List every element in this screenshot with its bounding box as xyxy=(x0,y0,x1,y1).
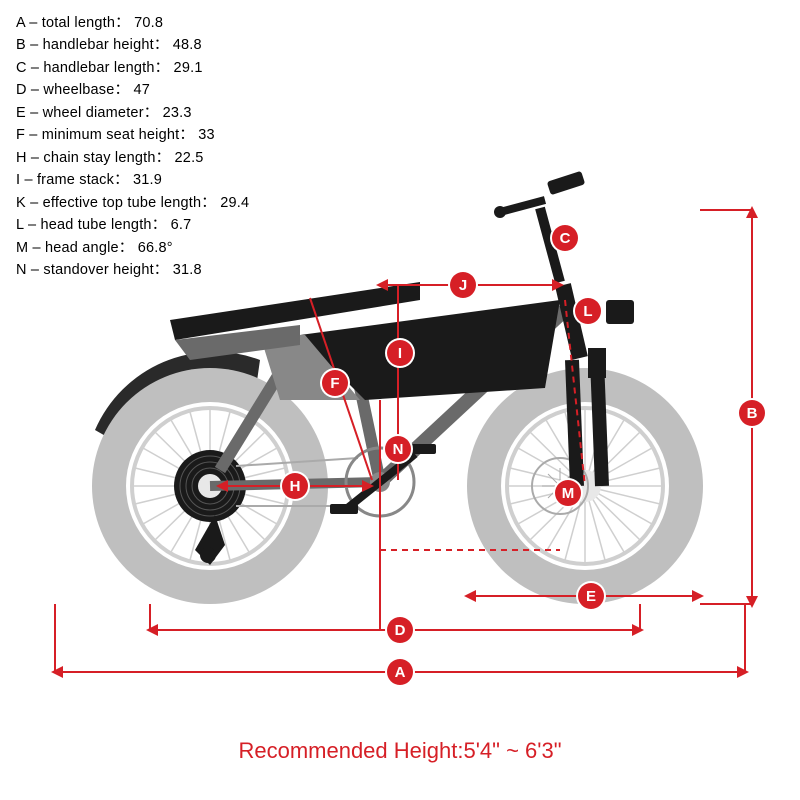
dim-marker-c: C xyxy=(552,225,578,251)
dim-marker-m: M xyxy=(555,480,581,506)
dim-marker-a: A xyxy=(387,659,413,685)
spec-row-m: M – head angle： 66.8° xyxy=(16,237,249,259)
spec-row-h: H – chain stay length： 22.5 xyxy=(16,147,249,169)
dim-marker-d: D xyxy=(387,617,413,643)
spec-row-e: E – wheel diameter： 23.3 xyxy=(16,102,249,124)
spec-row-d: D – wheelbase： 47 xyxy=(16,79,249,101)
spec-row-n: N – standover height： 31.8 xyxy=(16,259,249,281)
dim-marker-n: N xyxy=(385,436,411,462)
dim-marker-j: J xyxy=(450,272,476,298)
dim-marker-l: L xyxy=(575,298,601,324)
spec-list: A – total length： 70.8B – handlebar heig… xyxy=(16,12,249,282)
spec-row-a: A – total length： 70.8 xyxy=(16,12,249,34)
spec-row-f: F – minimum seat height： 33 xyxy=(16,124,249,146)
dim-marker-b: B xyxy=(739,400,765,426)
recommended-height: Recommended Height:5'4" ~ 6'3" xyxy=(0,738,800,764)
spec-row-b: B – handlebar height： 48.8 xyxy=(16,34,249,56)
spec-row-i: I – frame stack： 31.9 xyxy=(16,169,249,191)
dim-marker-e: E xyxy=(578,583,604,609)
spec-row-c: C – handlebar length： 29.1 xyxy=(16,57,249,79)
spec-row-k: K – effective top tube length： 29.4 xyxy=(16,192,249,214)
dim-marker-i: I xyxy=(387,340,413,366)
dim-marker-f: F xyxy=(322,370,348,396)
spec-row-l: L – head tube length： 6.7 xyxy=(16,214,249,236)
dim-marker-h: H xyxy=(282,473,308,499)
